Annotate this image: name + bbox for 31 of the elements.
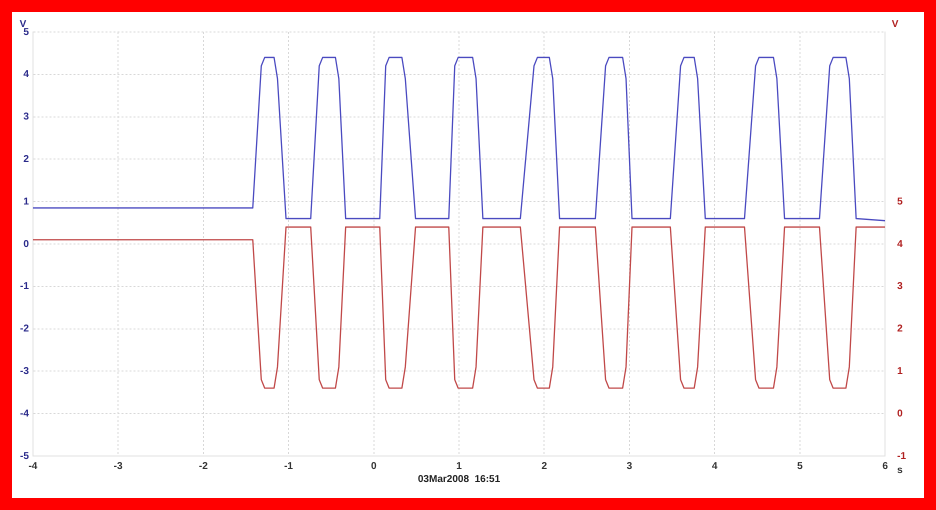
y2-tick-label: 0 [897, 408, 904, 420]
y2-tick-label: 3 [897, 281, 904, 292]
y2-tick-label: 5 [897, 196, 904, 208]
x-tick-label: -3 [114, 460, 123, 472]
y-tick-label: 3 [23, 112, 30, 123]
x-tick-label: 4 [712, 460, 718, 472]
y2-tick-label: 1 [897, 366, 904, 377]
y-tick-label: -2 [20, 324, 30, 335]
y-tick-label: 4 [23, 69, 30, 80]
y2-tick-label: 4 [897, 238, 904, 250]
text: 03Mar2008 16:51 [418, 474, 501, 485]
x-tick-label: 1 [456, 460, 462, 472]
x-tick-label: 0 [370, 460, 377, 472]
x-tick-label: 2 [541, 460, 548, 472]
y-tick-label: -3 [20, 366, 30, 377]
x-axis-title: s [897, 464, 904, 476]
x-tick-label: 3 [626, 460, 633, 472]
y-tick-label: 5 [23, 26, 30, 38]
x-tick-label: -2 [198, 460, 208, 472]
y2-axis-title: V [892, 18, 899, 30]
x-tick-label: 6 [882, 460, 888, 472]
x-tick-label: -1 [284, 460, 294, 472]
y-tick-label: -1 [20, 281, 30, 292]
y2-tick-label: 2 [897, 324, 904, 335]
y-tick-label: 0 [23, 238, 30, 250]
y-tick-label: 1 [23, 196, 30, 208]
x-tick-label: 5 [797, 460, 804, 472]
y2-tick-label: -1 [897, 450, 906, 462]
y-tick-label: 2 [23, 154, 30, 165]
y-tick-label: -5 [20, 450, 30, 462]
y-tick-label: -4 [20, 408, 30, 420]
